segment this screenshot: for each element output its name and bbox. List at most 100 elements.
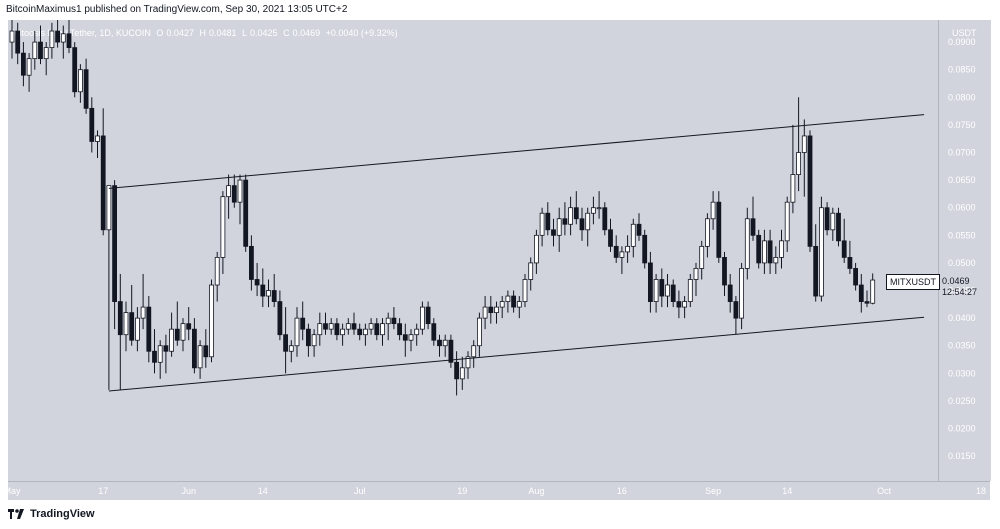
candle-body: [72, 47, 78, 93]
candle-body: [374, 323, 380, 336]
time-tick-label: 18: [976, 486, 986, 496]
candle-body: [231, 185, 237, 203]
candle-body: [847, 257, 853, 269]
candle-body: [140, 306, 146, 319]
candle-body: [602, 207, 608, 231]
time-tick-label: May: [3, 486, 21, 496]
footer: TradingView: [8, 508, 95, 520]
candle-body: [226, 185, 232, 198]
legend-low-value: 0.0425: [250, 28, 278, 38]
candle-body: [853, 268, 858, 286]
published-header: BitcoinMaximus1 published on TradingView…: [6, 4, 348, 15]
candle-body: [648, 262, 653, 302]
tradingview-logo-icon: [8, 508, 24, 519]
candle-body: [773, 257, 779, 264]
candle-body: [448, 339, 454, 363]
candle-body: [727, 284, 733, 302]
candle-body: [129, 312, 135, 341]
candle-body: [368, 323, 374, 330]
candle-body: [534, 234, 539, 264]
candle-body: [705, 218, 710, 247]
candle-body: [402, 334, 408, 341]
price-tick-label: 0.0450: [948, 286, 976, 296]
candle-body: [385, 317, 391, 325]
candle-body: [408, 334, 414, 341]
price-tick-label: 0.0850: [948, 65, 976, 75]
candle-body: [163, 345, 169, 352]
candle-body: [807, 135, 813, 247]
chart-legend: Mitoosis Lab / Tether, 1D, KUCOIN O 0.042…: [12, 28, 401, 38]
time-tick-label: Jun: [181, 486, 196, 496]
candle-body: [66, 33, 72, 49]
candle-body: [488, 306, 494, 314]
price-tick-label: 0.0250: [948, 396, 976, 406]
legend-symbol: Mitoosis Lab / Tether, 1D, KUCOIN: [12, 28, 151, 38]
candle-body: [152, 350, 157, 363]
time-axis[interactable]: [8, 481, 990, 500]
candle-body: [613, 245, 619, 258]
candle-body: [442, 339, 448, 347]
price-tick-label: 0.0550: [948, 230, 976, 240]
price-axis[interactable]: [938, 20, 991, 481]
candle-body: [476, 317, 482, 347]
footer-brand[interactable]: TradingView: [30, 508, 95, 520]
candle-body: [191, 328, 197, 369]
candle-body: [790, 174, 796, 203]
candle-body: [733, 301, 739, 319]
candle-body: [482, 306, 488, 319]
candle-body: [813, 245, 819, 297]
candle-body: [180, 323, 186, 341]
candle-body: [157, 345, 163, 363]
time-tick-label: Sep: [705, 486, 721, 496]
price-tick-label: 0.0800: [948, 92, 976, 102]
legend-high-label: H: [199, 28, 206, 38]
candle-body: [562, 218, 568, 225]
candle-body: [300, 317, 306, 330]
candle-body: [362, 328, 368, 336]
candle-body: [117, 301, 123, 336]
candle-body: [670, 284, 676, 302]
time-tick-label: 14: [782, 486, 792, 496]
candle-body: [334, 323, 340, 336]
candle-body: [579, 218, 585, 231]
candle-body: [522, 279, 528, 302]
candle-body: [203, 345, 209, 358]
candle-body: [9, 30, 15, 43]
candle-body: [323, 323, 328, 330]
candle-body: [83, 69, 89, 109]
last-price-box: 0.0469 12:54:27: [942, 276, 990, 298]
candle-body: [573, 207, 579, 220]
candle-body: [26, 58, 32, 76]
candle-body: [824, 207, 830, 231]
time-tick-label: Jul: [354, 486, 366, 496]
candle-body: [380, 323, 385, 336]
price-tick-label: 0.0750: [948, 120, 976, 130]
candle-body: [630, 223, 636, 247]
lower-trendline: [108, 316, 925, 392]
legend-close-label: C: [283, 28, 290, 38]
last-price: 0.0469: [942, 276, 970, 286]
candle-body: [260, 284, 266, 297]
candle-body: [516, 301, 522, 308]
candle-body: [49, 30, 55, 49]
candle-body: [739, 268, 744, 319]
countdown-timer: 12:54:27: [942, 287, 978, 297]
candle-body: [55, 30, 60, 43]
candle-body: [60, 33, 66, 43]
candle-body: [134, 317, 140, 341]
candle-body: [283, 334, 289, 352]
candle-body: [305, 328, 311, 347]
price-tick-label: 0.0150: [948, 451, 976, 461]
price-tick-label: 0.0500: [948, 258, 976, 268]
candle-body: [123, 312, 129, 336]
price-tick-label: 0.0300: [948, 368, 976, 378]
upper-trendline: [108, 114, 925, 189]
candle-body: [112, 185, 117, 302]
candle-body: [539, 212, 545, 236]
candle-body: [551, 229, 556, 236]
candle-body: [38, 41, 43, 60]
symbol-label: MITXUSDT: [886, 274, 940, 290]
candle-body: [693, 268, 699, 280]
candle-body: [100, 135, 106, 231]
candle-body: [830, 212, 836, 231]
